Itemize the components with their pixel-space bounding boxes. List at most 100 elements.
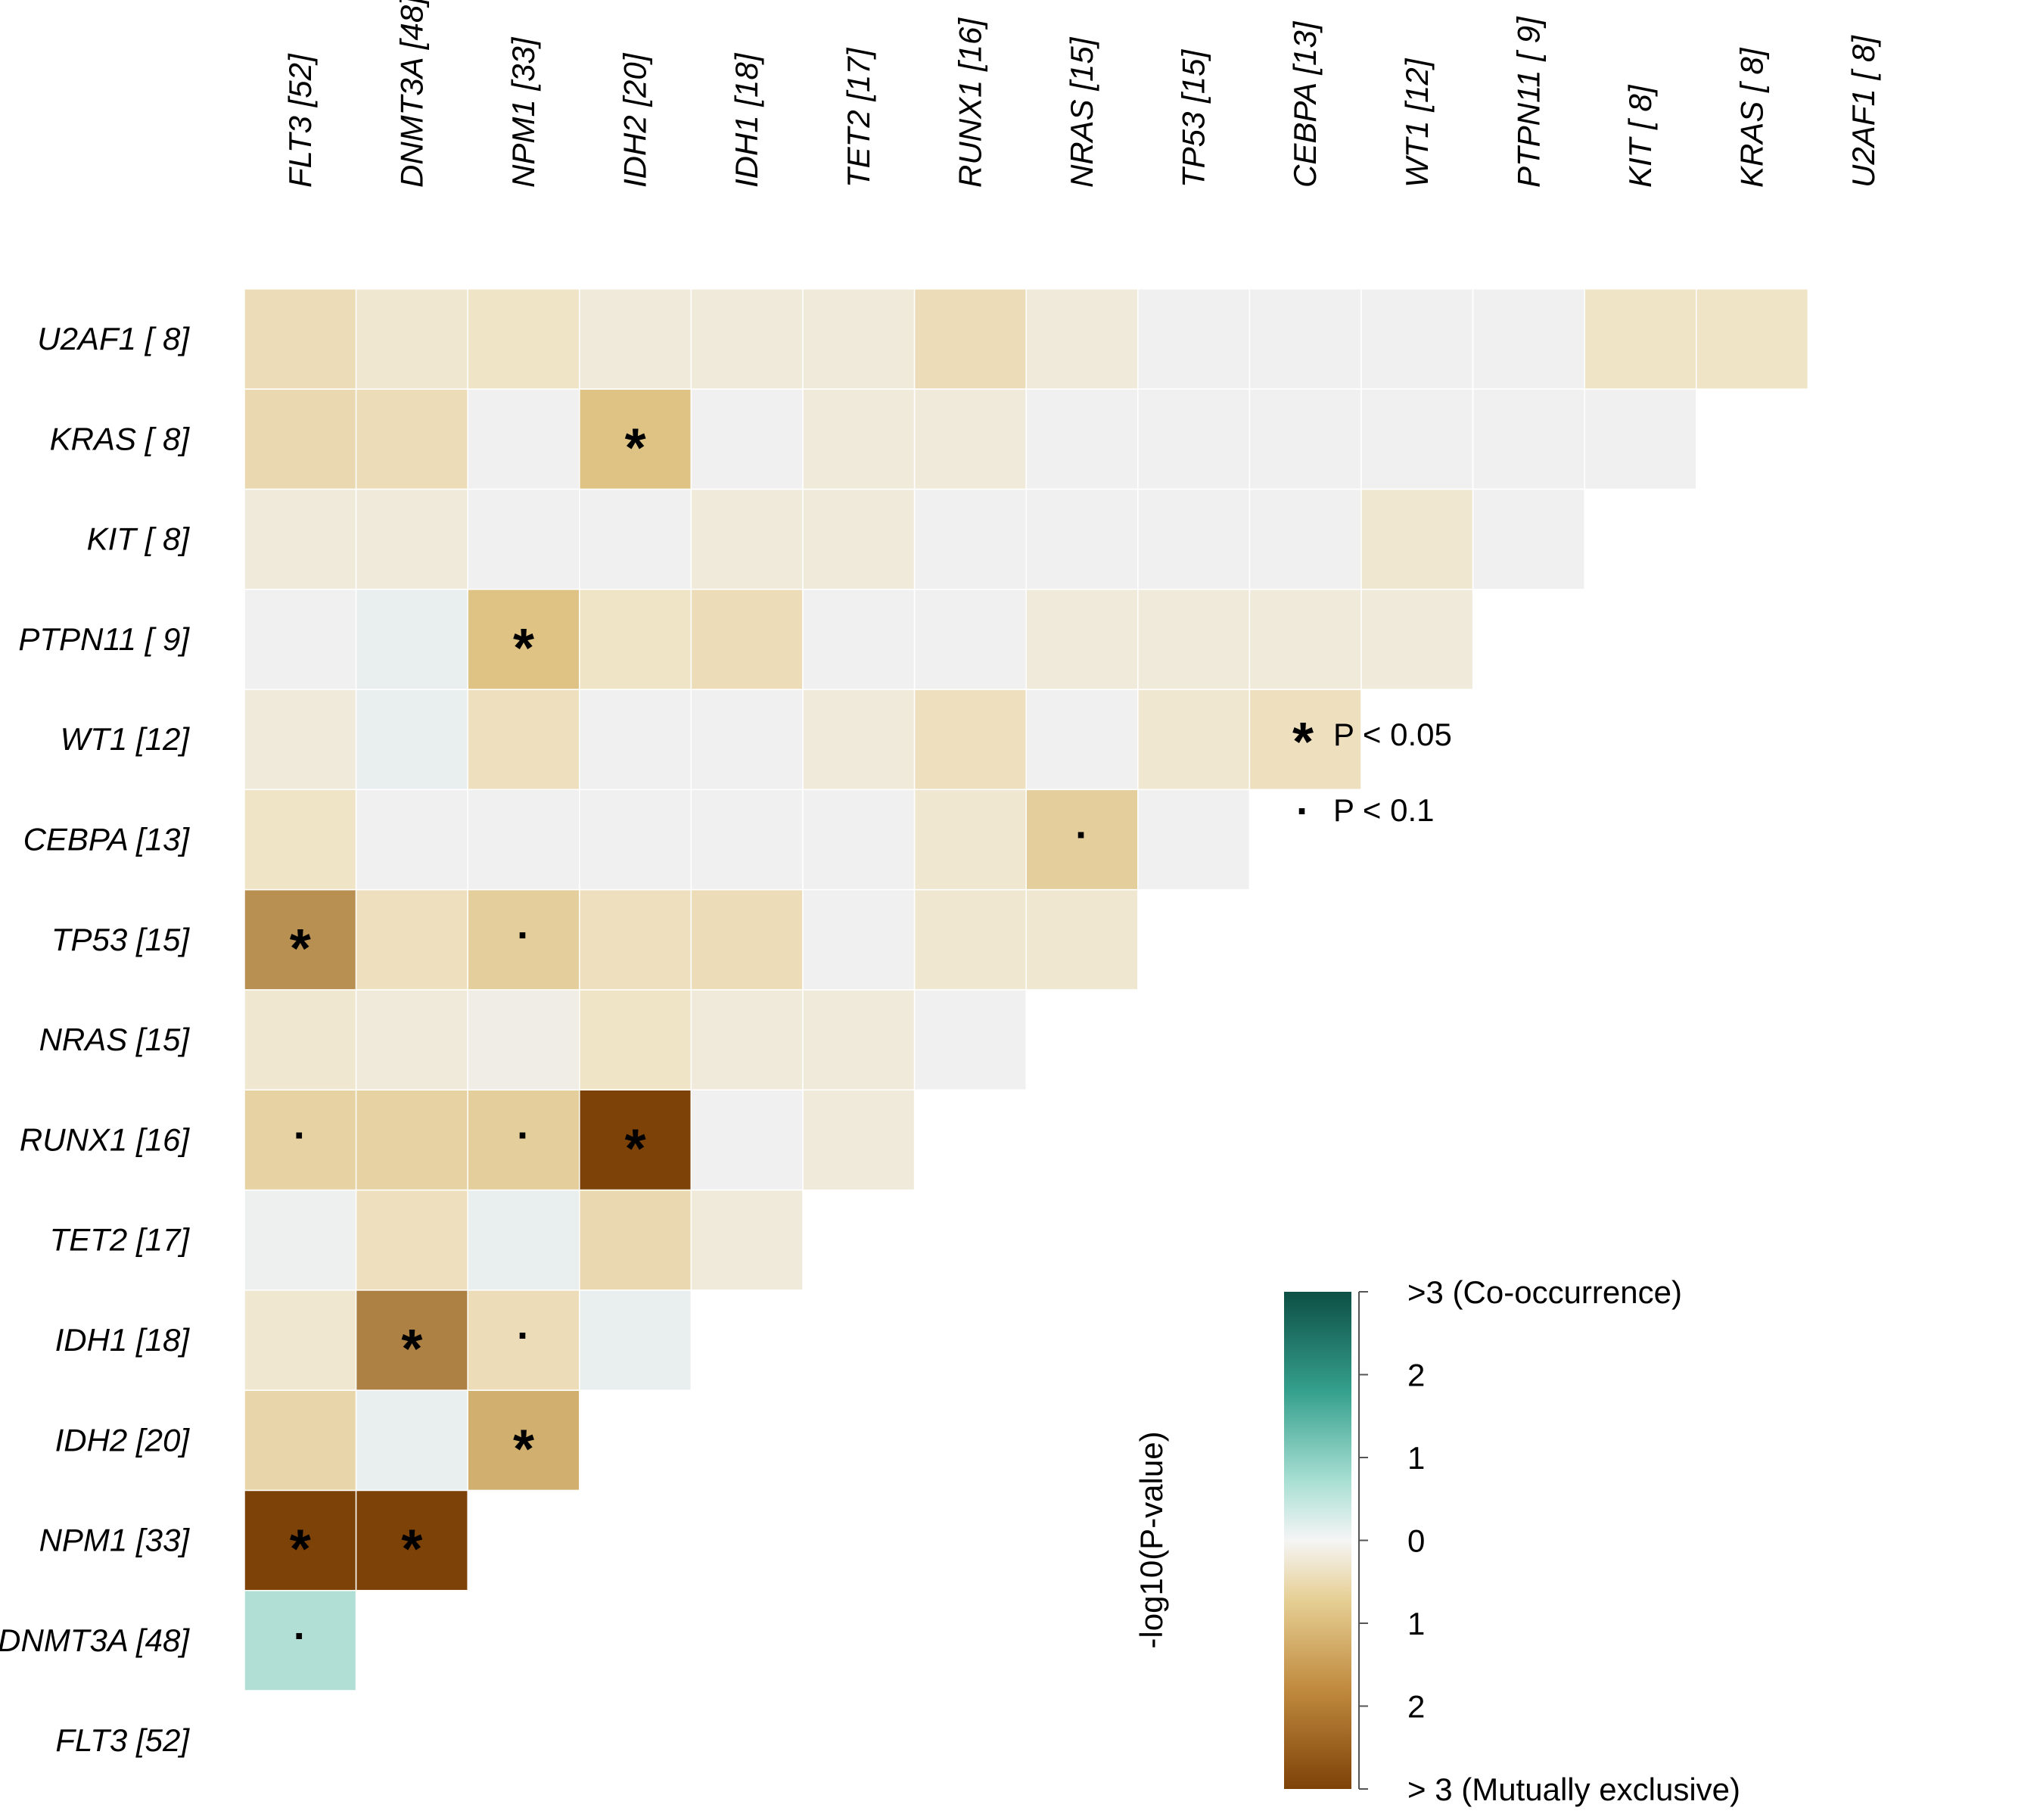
cell-tp5315-tet217: [802, 888, 916, 991]
cell-wt112-tp5315: [1137, 689, 1251, 791]
cell-kras8-dnmt3a48: [355, 388, 468, 490]
sig-mark-ptpn119-npm133: *: [513, 618, 534, 679]
cell-kit8-flt352: [244, 488, 357, 590]
cell-kras8-cebpa13: [1248, 388, 1362, 490]
cell-cebpa13-idh118: [690, 789, 804, 891]
cell-nras15-idh220: [579, 989, 692, 1090]
row-label-tp5315: TP53 [15]: [51, 922, 190, 957]
cell-cebpa13-flt352: [244, 789, 357, 891]
cell-nras15-npm133: [467, 989, 580, 1090]
col-label-ptpn119: PTPN11 [ 9]: [1510, 16, 1546, 188]
cell-u2af18-idh220: [579, 288, 692, 390]
row-label-tet217: TET2 [17]: [50, 1222, 191, 1258]
cell-cebpa13-nras15: [1025, 789, 1139, 891]
row-label-nras15: NRAS [15]: [39, 1022, 191, 1057]
row-labels: FLT3 [52] DNMT3A [48] NPM1 [33] IDH2 [20] ID…: [0, 321, 190, 1758]
col-label-kras8: KRAS [ 8]: [1734, 47, 1770, 188]
legend-dot-label: P < 0.1: [1333, 792, 1435, 828]
cell-u2af18-runx116: [913, 288, 1027, 390]
cell-kras8-npm133: [467, 388, 580, 490]
cell-wt112-idh220: [579, 689, 692, 791]
colorbar-ticks: >3 (Co-occurrence) 2 1 0 1 2 > 3 (Mutually exc…: [1359, 1274, 1740, 1807]
cell-cebpa13-idh220: [579, 789, 692, 891]
cell-cebpa13-tet217: [802, 789, 916, 891]
row-label-u2af18: U2AF1 [ 8]: [37, 321, 190, 356]
cell-nras15-idh118: [690, 989, 804, 1090]
cell-nras15-tet217: [802, 989, 916, 1090]
cell-ptpn119-cebpa13: [1248, 588, 1362, 690]
colorbar-gradient: [1284, 1292, 1351, 1789]
cell-u2af18-flt352: [244, 288, 357, 390]
cell-tet217-idh118: [690, 1189, 804, 1291]
row-label-kit8: KIT [ 8]: [87, 521, 191, 557]
sig-mark-cebpa13-nras15: ·: [1075, 812, 1089, 857]
cell-tp5315-nras15: [1025, 888, 1139, 991]
cell-nras15-dnmt3a48: [355, 989, 468, 1090]
cell-ptpn119-flt352: [244, 588, 357, 690]
cell-runx116-dnmt3a48: [355, 1089, 468, 1191]
cell-u2af18-npm133: [467, 288, 580, 390]
cell-kras8-wt112: [1360, 388, 1474, 490]
sig-mark-npm133-dnmt3a48: *: [401, 1520, 422, 1580]
col-label-nras15: NRAS [15]: [1064, 36, 1099, 188]
col-label-flt352: FLT3 [52]: [282, 53, 318, 188]
cell-ptpn119-tp5315: [1137, 588, 1251, 690]
cell-kit8-idh220: [579, 488, 692, 590]
cell-tet217-npm133: [467, 1189, 580, 1291]
cell-tp5315-idh220: [579, 888, 692, 991]
cell-wt112-cebpa13: [1248, 689, 1362, 791]
cell-kit8-cebpa13: [1248, 488, 1362, 590]
cell-kit8-ptpn119: [1472, 488, 1585, 590]
col-label-idh118: IDH1 [18]: [729, 52, 764, 188]
cell-kit8-runx116: [913, 488, 1027, 590]
cell-wt112-flt352: [244, 689, 357, 791]
row-label-idh220: IDH2 [20]: [55, 1422, 191, 1458]
legend-star-label: P < 0.05: [1333, 717, 1452, 752]
sig-mark-tp5315-npm133: ·: [517, 913, 530, 958]
cell-u2af18-kras8: [1696, 288, 1809, 390]
cell-ptpn119-tet217: [802, 588, 916, 690]
cell-idh118-flt352: [244, 1290, 357, 1391]
row-label-npm133: NPM1 [33]: [39, 1523, 191, 1558]
significance-marks: · * * * * · · · * * · · * *: [290, 418, 1089, 1659]
legend-dot-symbol: ·: [1296, 789, 1310, 834]
row-label-wt112: WT1 [12]: [61, 721, 191, 757]
cell-u2af18-dnmt3a48: [355, 288, 468, 390]
row-label-kras8: KRAS [ 8]: [50, 421, 191, 456]
colorbar-tick-label: 1: [1407, 1606, 1425, 1641]
cell-idh118-npm133: [467, 1290, 580, 1391]
significance-legend: * P < 0.05 · P < 0.1: [1292, 712, 1452, 834]
cell-kras8-kit8: [1584, 388, 1697, 490]
cell-u2af18-kit8: [1584, 288, 1697, 390]
cell-u2af18-nras15: [1025, 288, 1139, 390]
cell-ptpn119-runx116: [913, 588, 1027, 690]
cell-u2af18-tp5315: [1137, 288, 1251, 390]
cell-tet217-idh220: [579, 1189, 692, 1291]
row-label-flt352: FLT3 [52]: [55, 1722, 190, 1758]
colorbar-tick-label: >3 (Co-occurrence): [1407, 1274, 1682, 1310]
col-label-u2af18: U2AF1 [ 8]: [1846, 35, 1881, 188]
cell-kit8-idh118: [690, 488, 804, 590]
cell-u2af18-wt112: [1360, 288, 1474, 390]
cell-dnmt3a48-flt352: [244, 1589, 357, 1691]
sig-mark-idh220-npm133: *: [513, 1419, 534, 1479]
cell-runx116-idh118: [690, 1089, 804, 1191]
cell-kras8-tp5315: [1137, 388, 1251, 490]
cell-idh220-flt352: [244, 1389, 357, 1492]
cell-kras8-flt352: [244, 388, 357, 490]
cell-kit8-npm133: [467, 488, 580, 590]
cell-cebpa13-npm133: [467, 789, 580, 891]
cell-u2af18-cebpa13: [1248, 288, 1362, 390]
cell-kras8-idh220: [579, 388, 692, 490]
col-label-npm133: NPM1 [33]: [505, 36, 541, 188]
col-label-tet217: TET2 [17]: [841, 47, 876, 188]
cell-cebpa13-runx116: [913, 789, 1027, 891]
cell-kras8-ptpn119: [1472, 388, 1585, 490]
cell-nras15-runx116: [913, 989, 1027, 1090]
row-label-idh118: IDH1 [18]: [55, 1322, 191, 1358]
cell-kit8-tet217: [802, 488, 916, 590]
cell-kit8-dnmt3a48: [355, 488, 468, 590]
cell-runx116-tet217: [802, 1089, 916, 1191]
